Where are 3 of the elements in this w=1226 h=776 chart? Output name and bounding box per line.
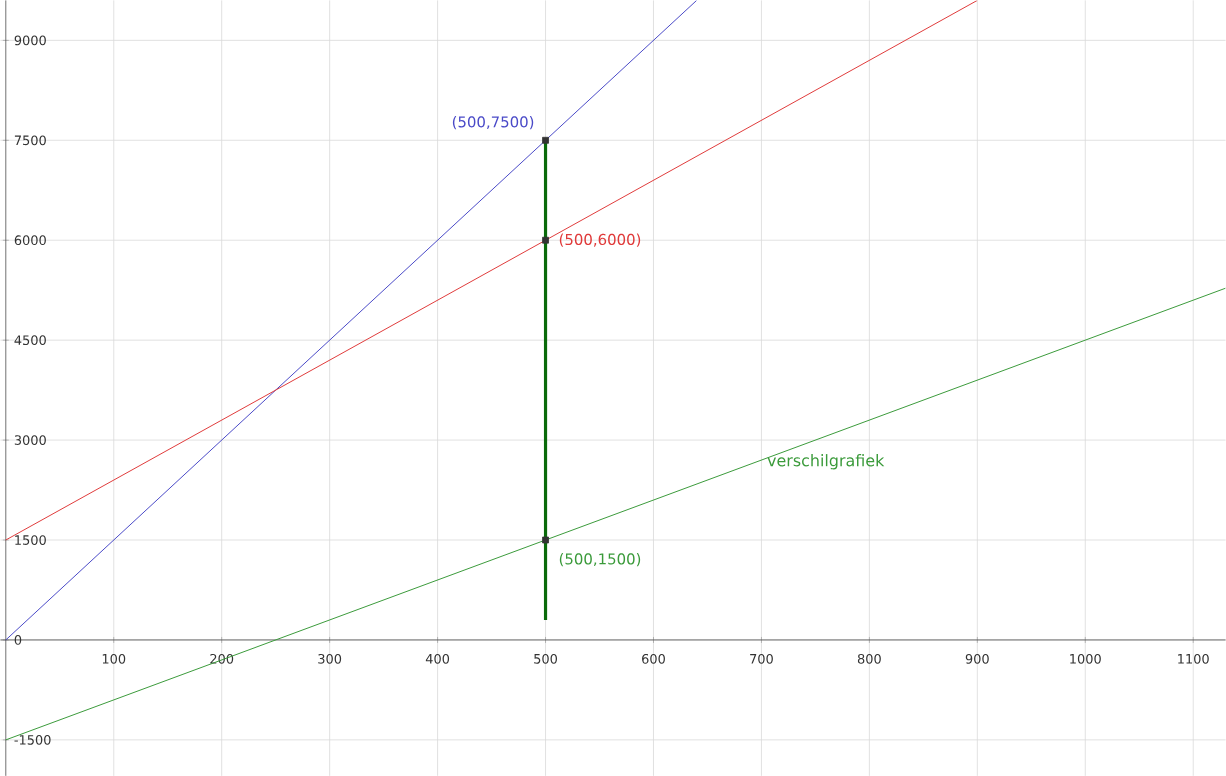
point	[542, 536, 549, 544]
point	[542, 236, 549, 244]
point	[542, 136, 549, 144]
